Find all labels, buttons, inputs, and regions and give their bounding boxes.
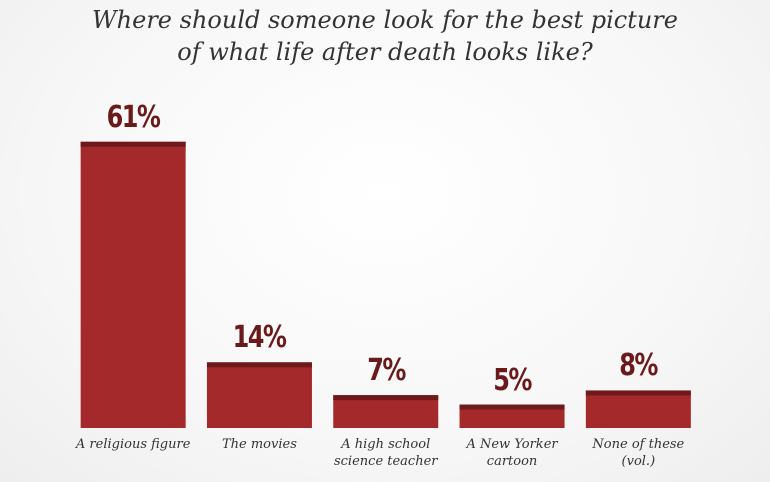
x-tick-label: None of these (vol.) [592, 437, 685, 469]
bar-cap [459, 404, 565, 410]
bar-cap [333, 395, 439, 401]
bar [206, 362, 312, 428]
value-label: 5% [493, 362, 532, 398]
bar-cap [585, 390, 691, 396]
value-label: 8% [619, 348, 659, 384]
value-label: 14% [233, 320, 287, 356]
chart-title: of what life after death looks like? [177, 38, 593, 66]
bar-cap [206, 362, 312, 368]
bar-cap [80, 141, 186, 147]
bar [585, 390, 691, 428]
x-tick-label: A high school science teacher [333, 437, 438, 469]
chart-title: Where should someone look for the best p… [92, 6, 678, 34]
x-tick-label: The movies [221, 437, 297, 452]
value-label: 61% [106, 99, 161, 135]
x-tick-label: A New Yorker cartoon [466, 437, 558, 469]
bar [80, 141, 186, 428]
value-label: 7% [366, 353, 406, 389]
bar [333, 395, 439, 428]
bar [459, 404, 565, 428]
x-tick-label: A religious figure [75, 437, 191, 452]
